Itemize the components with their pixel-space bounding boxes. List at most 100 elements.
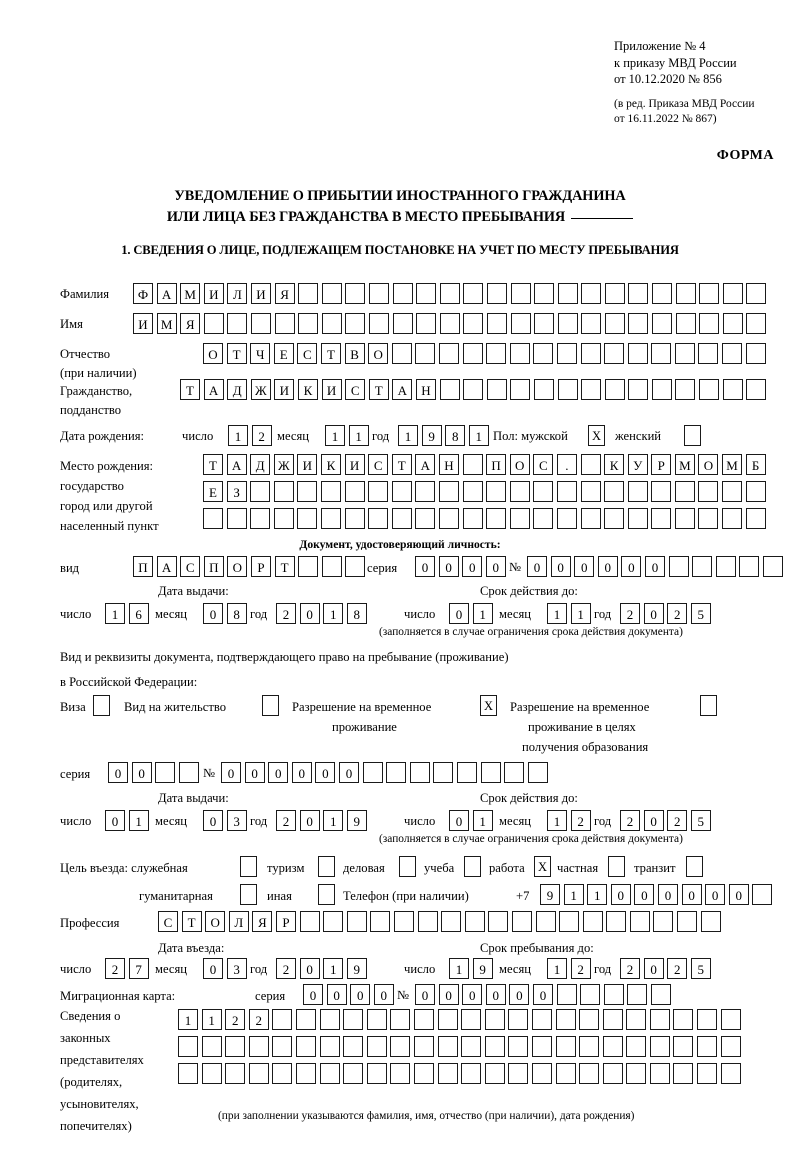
- char-cell[interactable]: 5: [690, 603, 711, 624]
- char-cell[interactable]: 9: [346, 810, 367, 831]
- char-cell[interactable]: [441, 911, 462, 932]
- char-cell[interactable]: 0: [643, 603, 664, 624]
- char-cell[interactable]: [486, 379, 507, 400]
- char-cell[interactable]: [557, 313, 578, 334]
- char-cell[interactable]: [720, 1036, 741, 1057]
- char-cell[interactable]: Я: [274, 283, 295, 304]
- char-cell[interactable]: [745, 343, 766, 364]
- char-cell[interactable]: В: [344, 343, 365, 364]
- char-cell[interactable]: [321, 313, 342, 334]
- char-cell[interactable]: [203, 313, 224, 334]
- char-cell[interactable]: [511, 911, 532, 932]
- char-cell[interactable]: [580, 454, 601, 475]
- char-cell[interactable]: [319, 1009, 340, 1030]
- char-cell[interactable]: [509, 343, 530, 364]
- char-cell[interactable]: [556, 481, 577, 502]
- char-cell[interactable]: [555, 1036, 576, 1057]
- char-cell[interactable]: [484, 1063, 505, 1084]
- char-cell[interactable]: [700, 911, 721, 932]
- char-cell[interactable]: 5: [690, 810, 711, 831]
- char-cell[interactable]: 0: [299, 603, 320, 624]
- char-cell[interactable]: [752, 884, 773, 905]
- char-cell[interactable]: М: [180, 283, 201, 304]
- char-cell[interactable]: [178, 1036, 198, 1057]
- char-cell[interactable]: Р: [250, 556, 271, 577]
- char-cell[interactable]: 3: [226, 958, 247, 979]
- char-cell[interactable]: [321, 556, 342, 577]
- char-cell[interactable]: Л: [228, 911, 249, 932]
- char-cell[interactable]: 0: [350, 984, 371, 1005]
- char-cell[interactable]: .: [556, 454, 577, 475]
- char-cell[interactable]: [392, 313, 413, 334]
- char-cell[interactable]: [531, 1063, 552, 1084]
- char-cell[interactable]: 0: [728, 884, 749, 905]
- char-cell[interactable]: [413, 1009, 434, 1030]
- char-cell[interactable]: [323, 911, 344, 932]
- char-cell[interactable]: [651, 508, 672, 529]
- char-cell[interactable]: [416, 313, 437, 334]
- char-cell[interactable]: [697, 1009, 718, 1030]
- char-cell[interactable]: [203, 508, 223, 529]
- char-cell[interactable]: О: [227, 556, 248, 577]
- checkbox-purpose-humanitarian[interactable]: [240, 884, 257, 905]
- char-cell[interactable]: 8: [445, 425, 466, 446]
- char-cell[interactable]: [366, 1063, 387, 1084]
- char-cell[interactable]: [225, 1063, 246, 1084]
- char-cell[interactable]: [580, 984, 601, 1005]
- char-cell[interactable]: [557, 283, 578, 304]
- char-cell[interactable]: [555, 1009, 576, 1030]
- char-cell[interactable]: [582, 911, 603, 932]
- char-cell[interactable]: [674, 508, 695, 529]
- char-cell[interactable]: [698, 508, 719, 529]
- char-cell[interactable]: О: [368, 343, 389, 364]
- checkbox-purpose-business[interactable]: [399, 856, 416, 877]
- char-cell[interactable]: [368, 283, 389, 304]
- char-cell[interactable]: У: [627, 454, 648, 475]
- char-cell[interactable]: [438, 508, 459, 529]
- char-cell[interactable]: 0: [326, 984, 347, 1005]
- char-cell[interactable]: 0: [574, 556, 595, 577]
- char-cell[interactable]: 0: [221, 762, 241, 783]
- char-cell[interactable]: 0: [108, 762, 128, 783]
- char-cell[interactable]: Т: [274, 556, 295, 577]
- char-cell[interactable]: 0: [527, 556, 547, 577]
- char-cell[interactable]: [433, 762, 454, 783]
- char-cell[interactable]: [533, 379, 554, 400]
- char-cell[interactable]: 0: [643, 810, 664, 831]
- char-cell[interactable]: С: [180, 556, 201, 577]
- char-cell[interactable]: 1: [105, 603, 125, 624]
- char-cell[interactable]: 0: [644, 556, 665, 577]
- char-cell[interactable]: [651, 379, 672, 400]
- char-cell[interactable]: 0: [373, 984, 394, 1005]
- char-cell[interactable]: А: [156, 556, 177, 577]
- char-cell[interactable]: 1: [547, 958, 567, 979]
- char-cell[interactable]: 6: [128, 603, 149, 624]
- char-cell[interactable]: 3: [226, 810, 247, 831]
- char-cell[interactable]: [697, 1036, 718, 1057]
- char-cell[interactable]: [722, 508, 743, 529]
- char-cell[interactable]: Е: [273, 343, 294, 364]
- char-cell[interactable]: [415, 343, 436, 364]
- char-cell[interactable]: С: [368, 454, 389, 475]
- char-cell[interactable]: Д: [227, 379, 248, 400]
- char-cell[interactable]: [298, 313, 319, 334]
- checkbox-purpose-tourism[interactable]: [318, 856, 335, 877]
- checkbox-temp-residence[interactable]: X: [480, 695, 497, 716]
- char-cell[interactable]: 0: [268, 762, 289, 783]
- char-cell[interactable]: А: [392, 379, 413, 400]
- char-cell[interactable]: 0: [532, 984, 553, 1005]
- char-cell[interactable]: [556, 343, 577, 364]
- char-cell[interactable]: Е: [203, 481, 223, 502]
- char-cell[interactable]: [629, 911, 650, 932]
- char-cell[interactable]: [392, 283, 413, 304]
- char-cell[interactable]: [579, 1063, 600, 1084]
- char-cell[interactable]: [155, 762, 176, 783]
- checkbox-purpose-work[interactable]: X: [534, 856, 551, 877]
- char-cell[interactable]: [248, 1036, 269, 1057]
- char-cell[interactable]: [390, 1009, 411, 1030]
